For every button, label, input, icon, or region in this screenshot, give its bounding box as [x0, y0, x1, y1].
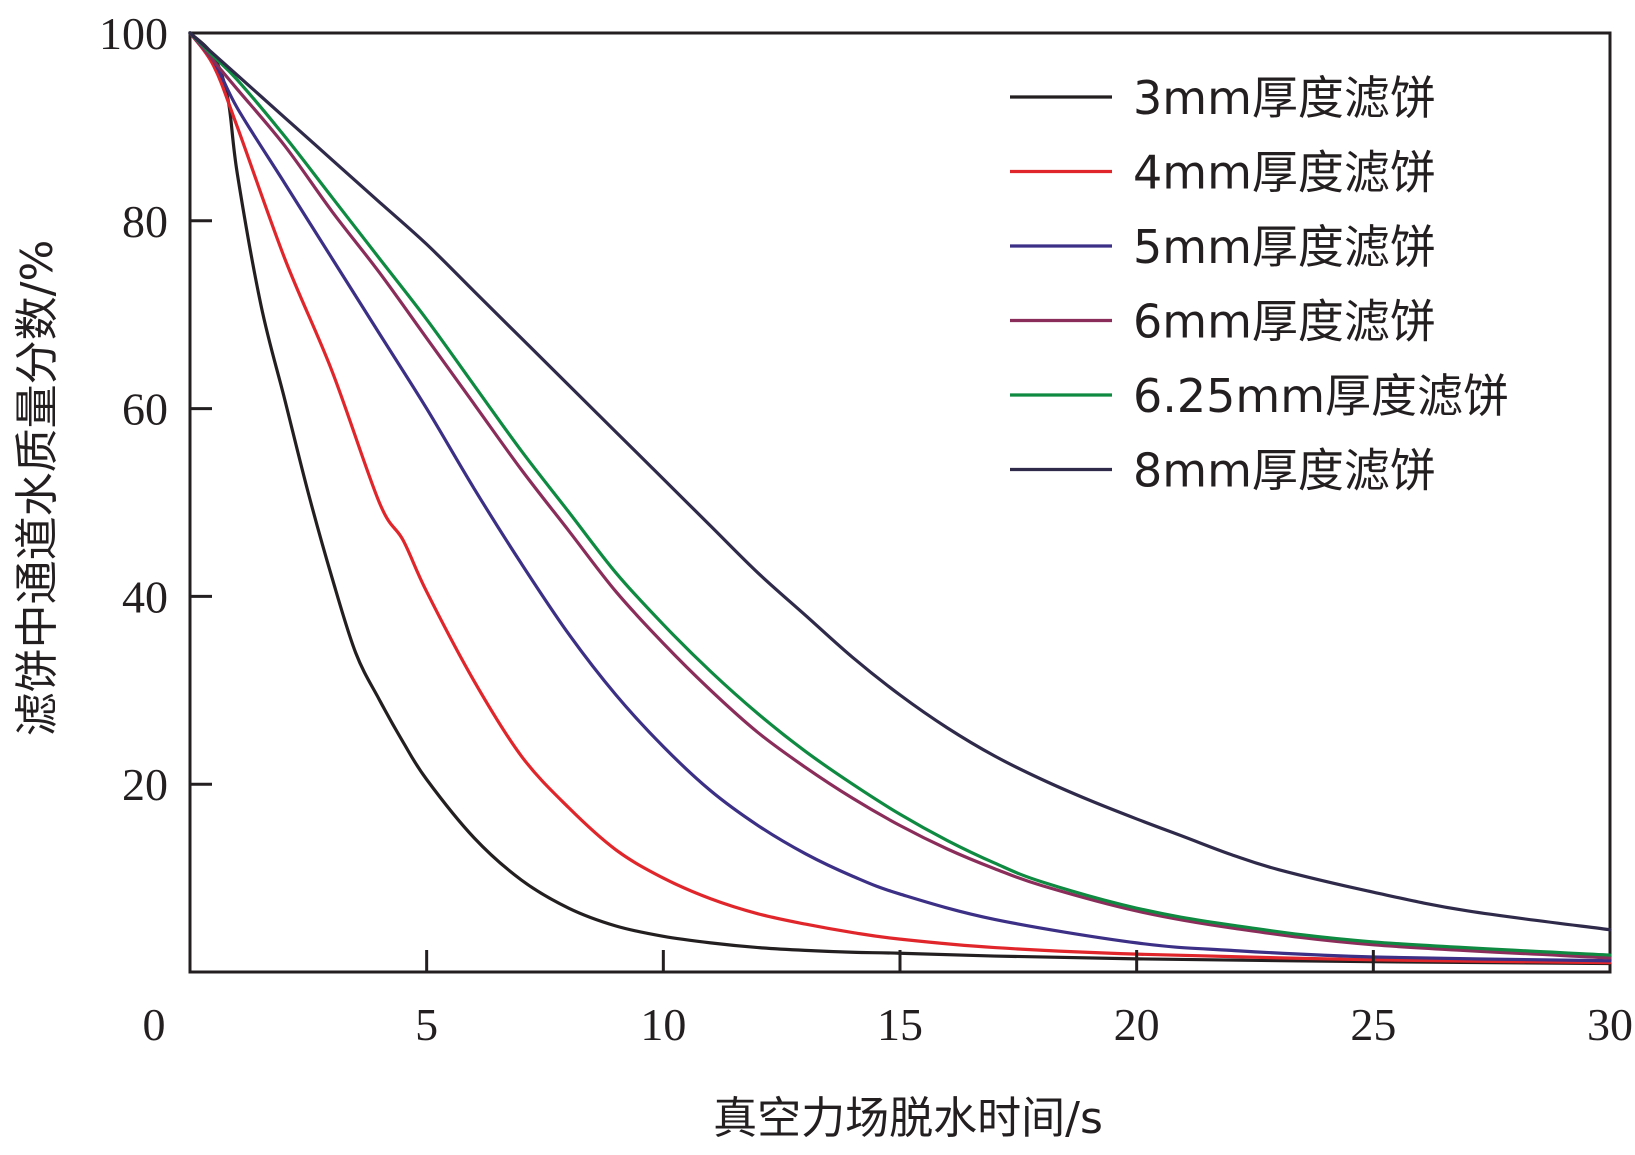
legend-item: 6mm厚度滤饼: [1010, 295, 1436, 349]
series-layer: [188, 31, 1612, 966]
legend-item: 3mm厚度滤饼: [1010, 71, 1436, 125]
series-line-4: [188, 31, 1612, 960]
x-tick-label: 15: [877, 999, 923, 1050]
y-tick-label: 20: [122, 759, 168, 810]
y-tick-label: 80: [122, 196, 168, 247]
x-tick-label: 30: [1587, 999, 1633, 1050]
x-tick-label: 5: [415, 999, 438, 1050]
legend-item: 6.25mm厚度滤饼: [1010, 369, 1509, 423]
legend-label: 5mm厚度滤饼: [1133, 220, 1436, 274]
axes-layer: 0 5 10 15 20 25 30 20 40 60 80 100: [99, 8, 1633, 1050]
series-line-3: [188, 31, 1612, 963]
legend-label: 3mm厚度滤饼: [1133, 71, 1436, 125]
legend-item: 5mm厚度滤饼: [1010, 220, 1436, 274]
series-line-5: [188, 31, 1612, 957]
legend-item: 4mm厚度滤饼: [1010, 146, 1436, 200]
legend: 3mm厚度滤饼 4mm厚度滤饼 5mm厚度滤饼 6mm厚度滤饼 6.25mm厚度滤饼 8m…: [1010, 71, 1509, 498]
x-tick-label: 0: [143, 999, 166, 1050]
x-axis-title: 真空力场脱水时间/s: [713, 1093, 1103, 1144]
y-axis-title: 滤饼中通道水质量分数/%: [12, 240, 63, 737]
series-line-2: [188, 31, 1612, 965]
legend-label: 4mm厚度滤饼: [1133, 146, 1436, 200]
legend-label: 6.25mm厚度滤饼: [1133, 369, 1509, 423]
y-tick-label: 100: [99, 8, 168, 59]
x-tick-label: 20: [1114, 999, 1160, 1050]
series-line-6: [188, 31, 1612, 932]
legend-item: 8mm厚度滤饼: [1010, 444, 1436, 498]
series-line-1: [188, 31, 1612, 966]
y-tick-label: 60: [122, 384, 168, 435]
x-tick-label: 25: [1350, 999, 1396, 1050]
x-tick-label: 10: [640, 999, 686, 1050]
y-tick-label: 40: [122, 571, 168, 622]
legend-label: 6mm厚度滤饼: [1133, 295, 1436, 349]
legend-label: 8mm厚度滤饼: [1133, 444, 1436, 498]
